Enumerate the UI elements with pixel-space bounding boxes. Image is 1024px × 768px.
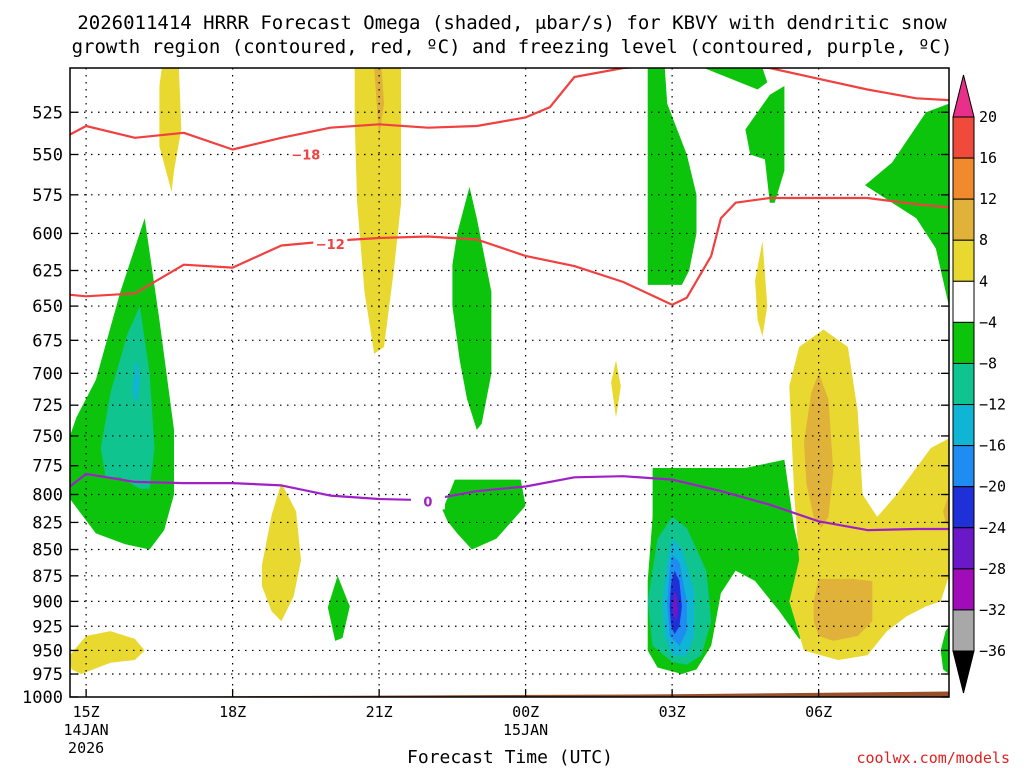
y-tick-label-700: 700 — [32, 364, 63, 384]
colorbar-label-5: −4 — [979, 313, 997, 331]
contour-label-bg-m18-upper — [288, 146, 323, 163]
colorbar-bottom-arrow — [952, 650, 975, 694]
y-tick-label-925: 925 — [32, 617, 63, 637]
x-tick-label-21Z: 21Z — [366, 703, 393, 721]
y-tick-label-850: 850 — [32, 541, 63, 561]
y-tick-label-550: 550 — [32, 145, 63, 165]
contour-freezing-level — [70, 472, 949, 532]
y-tick-label-675: 675 — [32, 331, 63, 351]
x-tick-label-18Z: 18Z — [219, 703, 246, 721]
omega-region-green-0430z-upper — [745, 86, 785, 203]
colorbar-box-4 — [952, 239, 975, 282]
colorbar-label-2: 12 — [979, 190, 997, 208]
y-tick-label-725: 725 — [32, 396, 63, 416]
y-tick-label-750: 750 — [32, 427, 63, 447]
x-tick-date-00Z: 15JAN — [503, 721, 548, 739]
colorbar-box-1 — [952, 116, 975, 159]
terrain-ground — [70, 691, 949, 697]
omega-region-orange-06z-mid — [804, 373, 834, 528]
colorbar-box-2 — [952, 157, 975, 200]
colorbar-label-13: −36 — [979, 642, 1006, 660]
omega-region-green-0430z-top — [703, 68, 768, 90]
omega-region-yellow-19z-low — [261, 483, 301, 622]
colorbar-box-7 — [952, 362, 975, 406]
x-tick-label-03Z: 03Z — [659, 703, 686, 721]
y-tick-label-625: 625 — [32, 261, 63, 281]
contour-m12 — [70, 196, 949, 306]
contour-label-m12: −12 — [316, 238, 345, 253]
colorbar-label-12: −32 — [979, 601, 1006, 619]
y-tick-label-975: 975 — [32, 665, 63, 685]
colorbar-box-11 — [952, 527, 975, 570]
contour-label-bg-freezing-level — [410, 493, 445, 510]
colorbar-box-8 — [952, 404, 975, 447]
omega-region-yellow-21z-column — [354, 68, 402, 354]
omega-region-yellow-17z-top — [159, 68, 182, 192]
omega-region-green-2330z-low — [442, 479, 526, 550]
contour-m18-upper — [70, 68, 949, 151]
x-tick-label-00Z: 00Z — [512, 703, 539, 721]
plot-inner: −18 −12 0 — [70, 68, 949, 697]
colorbar-label-7: −12 — [979, 396, 1006, 414]
omega-region-yellow-01z-spot — [611, 360, 621, 418]
colorbar-box-3 — [952, 198, 975, 241]
colorbar-label-11: −28 — [979, 560, 1006, 578]
plot-area: −18 −12 0 525 550 575 600 625 650 675 700 725 750 775… — [22, 67, 950, 757]
y-tick-label-1000: 1000 — [22, 688, 63, 708]
colorbar-box-13 — [952, 609, 975, 652]
y-tick-label-600: 600 — [32, 224, 63, 244]
omega-region-cyan-1530z-core — [132, 360, 140, 402]
colorbar-top-arrow — [952, 74, 975, 118]
x-tick-label-06Z: 06Z — [805, 703, 832, 721]
colorbar-box-9 — [952, 445, 975, 488]
y-tick-label-800: 800 — [32, 486, 63, 506]
colorbar-label-8: −16 — [979, 437, 1006, 455]
colorbar-box-6 — [952, 321, 975, 364]
chart-title-line1: 2026011414 HRRR Forecast Omega (shaded, … — [77, 12, 947, 34]
colorbar-label-10: −24 — [979, 519, 1006, 537]
colorbar-label-6: −8 — [979, 354, 997, 372]
omega-region-yellow-0430z-spot — [755, 241, 768, 337]
colorbar-box-5 — [952, 280, 975, 323]
omega-region-orange-06z-low — [813, 578, 873, 641]
x-tick-year-15Z: 2026 — [68, 739, 104, 757]
contour-label-m18-upper: −18 — [291, 148, 320, 163]
omega-region-green-07z-upper — [865, 103, 949, 307]
x-axis-title: Forecast Time (UTC) — [407, 747, 613, 768]
y-tick-label-650: 650 — [32, 297, 63, 317]
plot-frame — [69, 67, 950, 698]
y-tick-label-575: 575 — [32, 186, 63, 206]
contour-label-bg-m12 — [313, 235, 348, 252]
x-tick-date-15Z: 14JAN — [64, 721, 109, 739]
credit-text: coolwx.com/models — [856, 749, 1010, 767]
omega-region-teal-1530z-core — [100, 306, 155, 489]
colorbar-box-10 — [952, 486, 975, 529]
omega-region-orange-08z-edge — [943, 494, 949, 528]
chart-title-line2: growth region (contoured, red, ºC) and f… — [72, 36, 953, 58]
y-tick-label-900: 900 — [32, 592, 63, 612]
colorbar-label-1: 16 — [979, 149, 997, 167]
omega-region-green-0230z-upper — [647, 68, 697, 285]
y-tick-label-950: 950 — [32, 641, 63, 661]
omega-region-purple-03z-core — [672, 591, 678, 622]
x-tick-label-15Z: 15Z — [73, 703, 100, 721]
omega-region-orange-21z-top — [374, 68, 384, 138]
contour-label-freezing-level: 0 — [423, 495, 432, 510]
omega-region-yellow-1530z-sfc — [70, 631, 145, 674]
y-tick-label-525: 525 — [32, 103, 63, 123]
colorbar-label-0: 20 — [979, 108, 997, 126]
colorbar: 20 16 12 8 4 −4 −8 −12 −16 −20 −24 −28 −32 −36 — [952, 74, 1006, 694]
y-tick-label-775: 775 — [32, 457, 63, 477]
colorbar-label-3: 8 — [979, 231, 988, 249]
y-tick-label-875: 875 — [32, 567, 63, 587]
omega-region-green-2030z-spot — [327, 575, 350, 641]
y-tick-label-825: 825 — [32, 513, 63, 533]
colorbar-label-4: 4 — [979, 272, 988, 290]
colorbar-box-12 — [952, 568, 975, 611]
colorbar-label-9: −20 — [979, 478, 1006, 496]
omega-region-green-2230z-column — [452, 186, 492, 430]
